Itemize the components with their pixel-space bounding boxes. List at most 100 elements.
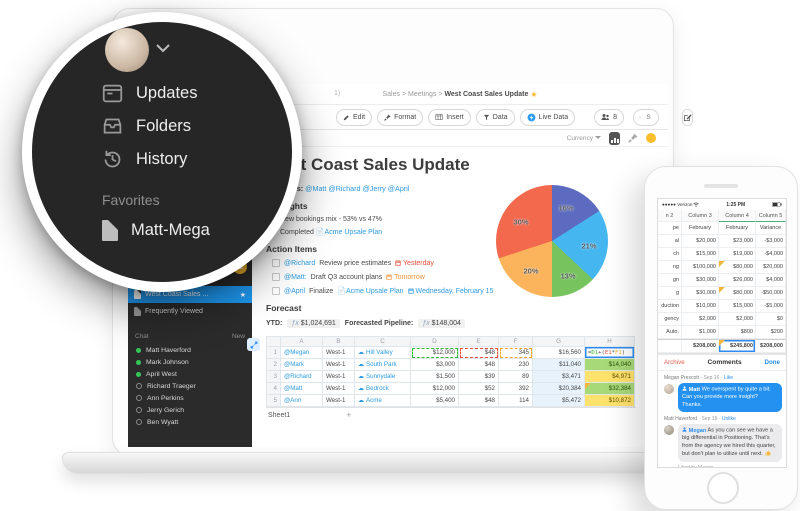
col-header[interactable]: C xyxy=(355,337,411,347)
user-avatar[interactable] xyxy=(105,28,149,72)
cell[interactable]: -$5,000 xyxy=(756,300,786,313)
compose-button[interactable] xyxy=(682,108,694,126)
breadcrumb-sales[interactable]: Sales xyxy=(382,90,400,98)
format-button[interactable]: Format xyxy=(377,108,424,126)
annotate-icon[interactable] xyxy=(628,133,638,143)
cell[interactable]: $48 xyxy=(459,359,499,371)
cell[interactable]: $26,000 xyxy=(719,274,756,287)
cell[interactable]: February xyxy=(682,222,719,235)
col-header[interactable]: A xyxy=(281,337,323,347)
formula-chip[interactable]: ƒx $1,024,691 xyxy=(287,319,340,328)
collaborators-button[interactable]: 8 xyxy=(594,108,625,126)
cell[interactable]: ☁ Bedrock xyxy=(355,383,411,395)
formula-chip[interactable]: ƒx $148,004 xyxy=(418,319,465,328)
chat-user[interactable]: Matt Haverford xyxy=(128,344,252,356)
cell[interactable]: @Ann xyxy=(281,395,323,407)
row-header[interactable]: 5 xyxy=(267,395,281,407)
cell[interactable]: ch xyxy=(658,248,682,261)
col-header[interactable]: Column 5 xyxy=(756,210,786,222)
col-header[interactable]: G xyxy=(533,337,585,347)
row-header[interactable]: 4 xyxy=(267,383,281,395)
menu-item-updates[interactable]: Updates xyxy=(102,83,197,104)
cell[interactable]: @Richard xyxy=(281,371,323,383)
cell[interactable]: $3,471 xyxy=(533,371,585,383)
cell[interactable]: $15,000 xyxy=(682,248,719,261)
cell[interactable]: $12,000 xyxy=(411,383,459,395)
search-input[interactable] xyxy=(644,112,654,122)
doc-link[interactable]: 📄Acme Upsale Plan xyxy=(315,229,383,236)
cell[interactable]: $4,000 xyxy=(756,274,786,287)
edit-button[interactable]: Edit xyxy=(336,108,373,126)
cell[interactable]: $2,000 xyxy=(719,313,756,326)
pie-chart[interactable] xyxy=(496,185,608,297)
cell[interactable]: $12,000 xyxy=(411,347,459,359)
cell[interactable]: ☁ Sunnydale xyxy=(355,371,411,383)
cell[interactable] xyxy=(658,339,682,353)
cell[interactable]: $16,560 xyxy=(533,347,585,359)
chat-user[interactable]: Jerry Gerich xyxy=(128,404,252,416)
cell[interactable]: $11,040 xyxy=(533,359,585,371)
chat-user[interactable]: Mark Johnson xyxy=(128,356,252,368)
cell[interactable]: al xyxy=(658,235,682,248)
cell[interactable]: $30,000 xyxy=(682,287,719,300)
cell[interactable]: $200 xyxy=(756,326,786,339)
cell[interactable]: West-1 xyxy=(323,371,355,383)
cell[interactable]: 114 xyxy=(499,395,533,407)
cell[interactable]: g xyxy=(658,287,682,300)
cell[interactable]: $32,384 xyxy=(585,383,635,395)
star-icon[interactable]: ★ xyxy=(530,89,538,99)
cell[interactable]: West-1 xyxy=(323,359,355,371)
cell[interactable]: pe xyxy=(658,222,682,235)
cell[interactable]: $30,000 xyxy=(682,274,719,287)
cell[interactable]: West-1 xyxy=(323,383,355,395)
menu-item-history[interactable]: History xyxy=(102,149,187,170)
cell[interactable]: $208,000 xyxy=(682,339,719,353)
cell[interactable]: $100,000 xyxy=(682,261,719,274)
cell[interactable]: $5,400 xyxy=(411,395,459,407)
data-button[interactable]: Data xyxy=(475,108,515,126)
cell[interactable]: $20,000 xyxy=(682,235,719,248)
cell[interactable]: West-1 xyxy=(323,395,355,407)
checkbox[interactable] xyxy=(272,273,280,281)
chat-user[interactable]: April West xyxy=(128,368,252,380)
col-header[interactable]: D xyxy=(411,337,459,347)
col-header[interactable]: Column 4 xyxy=(719,210,756,222)
cell[interactable]: 89 xyxy=(499,371,533,383)
presence-avatar[interactable] xyxy=(646,133,656,143)
cell[interactable]: $14,040 xyxy=(585,359,635,371)
star-icon[interactable]: ★ xyxy=(239,291,246,299)
cell[interactable]: February xyxy=(719,222,756,235)
insert-button[interactable]: Insert xyxy=(428,108,471,126)
chat-user[interactable]: Richard Traeger xyxy=(128,380,252,392)
cell[interactable]: West-1 xyxy=(323,347,355,359)
row-header[interactable]: 3 xyxy=(267,371,281,383)
cell[interactable]: Variance xyxy=(756,222,786,235)
row-header[interactable]: 2 xyxy=(267,359,281,371)
cell[interactable]: -$3,000 xyxy=(756,235,786,248)
cell[interactable]: $20,000 xyxy=(756,261,786,274)
cell[interactable]: $48 xyxy=(459,347,499,359)
cell[interactable]: $0 xyxy=(756,313,786,326)
cell[interactable]: $20,384 xyxy=(533,383,585,395)
cell[interactable]: ☁ South Park xyxy=(355,359,411,371)
breadcrumb-meetings[interactable]: Meetings xyxy=(407,90,437,98)
cell[interactable]: 345 xyxy=(499,347,533,359)
cell[interactable]: gency xyxy=(658,313,682,326)
col-header[interactable]: E xyxy=(459,337,499,347)
chat-user[interactable]: Ann Perkins xyxy=(128,392,252,404)
cell[interactable]: Auto. xyxy=(658,326,682,339)
cell[interactable]: gn xyxy=(658,274,682,287)
cell[interactable]: $10,000 xyxy=(682,300,719,313)
live-data-button[interactable]: Live Data xyxy=(519,108,576,126)
cell[interactable]: $1,000 xyxy=(682,326,719,339)
cell[interactable]: $39 xyxy=(459,371,499,383)
cell[interactable]: $80,000 xyxy=(719,261,756,274)
menu-item-folders[interactable]: Folders xyxy=(102,116,191,137)
chevron-down-icon[interactable] xyxy=(156,44,170,53)
cell[interactable]: $52 xyxy=(459,383,499,395)
row-header[interactable]: 1 xyxy=(267,347,281,359)
checkbox[interactable] xyxy=(272,259,280,267)
cell[interactable]: $4,971 xyxy=(585,371,635,383)
cell[interactable]: 392 xyxy=(499,383,533,395)
col-header[interactable]: n 2 xyxy=(658,210,682,222)
